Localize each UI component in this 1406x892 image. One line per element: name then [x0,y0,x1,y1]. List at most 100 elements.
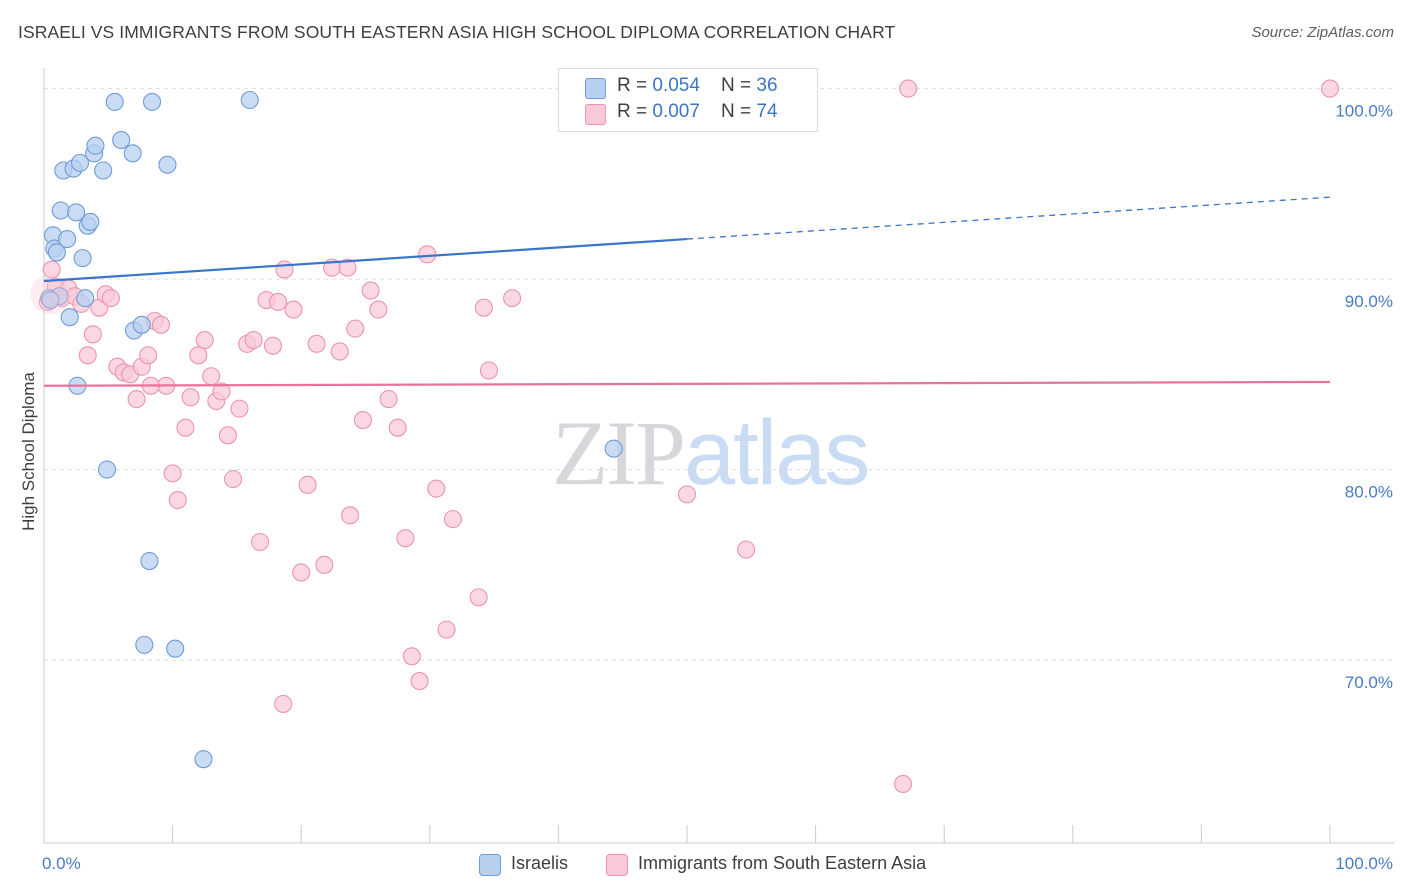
bottom-legend-swatch-israelis [479,854,501,876]
sea-point [899,79,918,98]
sea-cluster-point [30,274,71,315]
y-tick-label: 90.0% [1345,292,1393,311]
sea-point [275,260,294,279]
israeli-point [51,201,70,220]
x-tick-label-max: 100.0% [1335,854,1393,873]
sea-point [396,529,415,548]
bottom-legend-label-israelis: Israelis [511,853,569,873]
sea-point [379,390,398,409]
legend-n-value-sea: 74 [756,101,778,122]
y-axis-title: High School Diploma [19,372,38,531]
sea-point [212,382,231,401]
sea-point [737,540,756,559]
bottom-legend-swatch-sea [606,854,628,876]
legend-n-label: N = [721,75,757,96]
sea-point [274,694,293,713]
legend-stats-israelis: R = 0.054 N = 36 [617,75,778,97]
sea-point [503,289,522,308]
israeli-point [112,130,131,150]
y-tick-label: 80.0% [1345,483,1393,502]
israeli-point [123,144,142,163]
watermark-atlas: atlas [684,402,870,504]
sea-point [346,319,365,338]
sea-point [269,292,288,311]
y-tick-label: 100.0% [1335,102,1393,121]
legend-n-value-israelis: 36 [756,75,778,96]
sea-point [218,426,237,445]
israeli-point [94,161,113,180]
israeli-point [47,243,66,262]
israeli-point [158,155,177,174]
legend-stats-sea: R = 0.007 N = 74 [617,101,778,123]
legend-swatch-sea [585,104,606,125]
sea-point [181,388,200,407]
chart-source: Source: ZipAtlas.com [1251,24,1394,41]
israelis-trend-line [43,237,688,283]
x-tick-label-min: 0.0% [42,854,81,873]
sea-point [437,620,456,639]
israeli-point [132,315,151,334]
legend-r-value-israelis: 0.054 [652,75,700,96]
sea-point [151,315,171,334]
sea-point [298,475,317,494]
sea-point [479,361,499,380]
israeli-point [240,90,259,110]
y-tick-label: 70.0% [1345,673,1393,692]
sea-point [78,346,97,365]
israeli-point [67,203,86,222]
sea-trend-line [43,380,1331,387]
legend-n-label: N = [721,101,757,122]
sea-point [307,334,326,353]
sea-point [341,506,360,525]
sea-point [330,342,349,361]
sea-point [893,774,913,793]
sea-point [163,464,182,483]
israeli-point [60,308,79,327]
sea-point [202,367,221,386]
sea-point [176,418,195,437]
sea-point [101,289,120,308]
sea-point [443,510,462,529]
israeli-point [70,153,90,172]
sea-point [223,470,243,489]
israeli-point [73,249,92,268]
sea-point [250,532,270,552]
sea-point [263,336,282,355]
israeli-point [142,92,162,111]
legend-r-label: R = [617,101,653,122]
israeli-point [86,136,105,155]
israeli-point [135,635,154,654]
sea-point [474,298,493,317]
sea-point [388,418,407,437]
israeli-point [97,460,117,479]
sea-point [292,563,311,582]
sea-point [83,325,102,344]
sea-point [139,346,158,365]
sea-point [168,491,187,510]
israelis-trend-line-projection [686,196,1331,240]
israeli-point [194,750,213,769]
sea-point [361,281,380,300]
watermark: ZIPatlas [552,400,870,506]
sea-point [189,346,208,365]
stats-legend: R = 0.054 N = 36 R = 0.007 N = 74 [558,68,818,132]
israeli-point [76,289,95,308]
legend-r-value-sea: 0.007 [652,101,700,122]
israeli-point [41,290,60,310]
sea-point [353,411,372,430]
israeli-point [140,551,159,571]
sea-point [410,672,429,691]
sea-point [338,258,357,277]
sea-point [677,485,697,504]
sea-point [42,260,61,279]
sea-point [195,331,214,350]
sea-point [427,479,446,498]
israeli-point [81,212,100,231]
sea-point [1320,79,1340,98]
legend-r-label: R = [617,75,653,96]
israeli-point [604,439,623,458]
israeli-point [166,639,185,658]
sea-point [469,588,488,607]
sea-point [418,245,437,264]
